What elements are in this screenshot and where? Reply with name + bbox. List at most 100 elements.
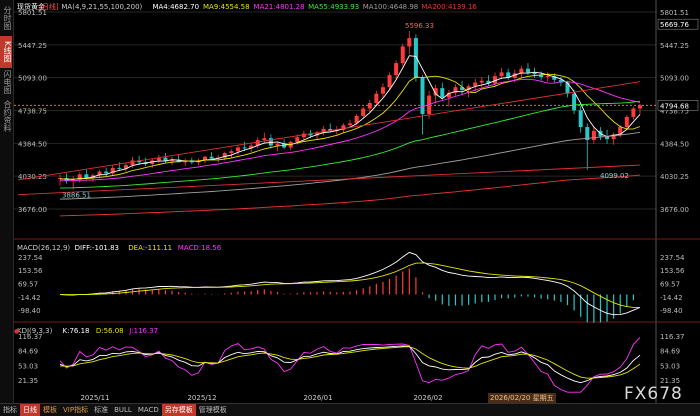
candle-body-63 <box>473 82 478 87</box>
candle-body-78 <box>572 93 577 111</box>
candle-body-40 <box>321 128 326 133</box>
left-tab-1[interactable]: K线图 <box>0 36 12 68</box>
ma9-line <box>59 73 641 180</box>
candle-body-17 <box>170 159 175 162</box>
candle-body-36 <box>295 137 300 142</box>
kdj-header-1: K:76.18 <box>63 327 90 335</box>
kdj-tick-left-2: 53.03 <box>18 362 38 370</box>
candle-body-77 <box>565 82 570 94</box>
bottom-tab-3[interactable]: VIP指标 <box>63 406 89 414</box>
bottom-tab-4[interactable]: 标准 <box>94 406 109 414</box>
macd-header-3: MACD:18.56 <box>178 244 222 252</box>
header-item-1: [日线] <box>39 2 59 11</box>
bottom-tab-0[interactable]: 指标 <box>3 406 17 414</box>
bottom-tab-6[interactable]: MACD <box>137 406 159 414</box>
header-item-0: 现货黄金 <box>17 2 45 11</box>
candle-body-6 <box>97 171 102 176</box>
kdj-tick-left-1: 84.69 <box>18 348 38 356</box>
macd-diff-line <box>59 251 641 316</box>
bottom-tab-2[interactable]: 模板 <box>43 406 57 414</box>
candle-body-32 <box>268 138 273 146</box>
candle-body-49 <box>380 87 385 94</box>
bottom-tab-5[interactable]: BULL <box>114 406 132 414</box>
x-axis-label-1: 2025/12 <box>187 394 216 402</box>
candle-body-7 <box>104 171 109 174</box>
candle-body-4 <box>84 174 89 179</box>
kdj-marker-icon: ● <box>14 328 19 335</box>
header-item-7: MA100:4648.98 <box>363 3 419 11</box>
candle-body-3 <box>77 174 82 180</box>
candle-body-66 <box>493 76 497 84</box>
lower-trendline <box>17 164 641 196</box>
macd-tick-1: 153.56 <box>660 267 685 275</box>
price-tick-left-4: 4384.50 <box>18 140 47 148</box>
price-tick-2: 5093.00 <box>660 75 689 83</box>
candle-body-14 <box>150 160 155 165</box>
kdj-header-3: J:116.37 <box>128 327 158 335</box>
price-tick-left-6: 3676.00 <box>18 206 47 214</box>
candle-body-88 <box>638 105 642 109</box>
price-tag-box-0 <box>657 18 699 30</box>
kdj-tick-0: 116.37 <box>660 333 685 341</box>
ma200-line <box>59 174 641 217</box>
candle-body-79 <box>578 110 583 128</box>
candle-body-8 <box>110 167 115 174</box>
candle-body-62 <box>466 86 471 90</box>
candle-body-52 <box>400 46 405 64</box>
chart-canvas[interactable]: 现货黄金[日线] MA(4,9,21,55,100,200) MA4:4682.70… <box>0 0 700 403</box>
candle-body-11 <box>130 160 135 166</box>
candle-body-50 <box>387 75 392 88</box>
price-tick-left-0: 5801.51 <box>18 9 47 17</box>
candle-body-67 <box>499 72 504 77</box>
macd-tick-3: -14.42 <box>660 294 683 302</box>
candle-body-39 <box>315 132 320 136</box>
macd-tick-0: 237.54 <box>660 254 685 262</box>
candle-body-86 <box>624 116 629 128</box>
price-tick-0: 5801.51 <box>660 9 689 17</box>
candle-body-9 <box>117 167 122 169</box>
bottom-toolbar: 指标 日线 模板 VIP指标 标准 BULL MACD 另存模板 管理模板 <box>0 403 700 416</box>
kdj-d-line <box>59 346 641 379</box>
fx678-watermark: FX678 <box>624 384 683 404</box>
candle-body-74 <box>545 76 550 78</box>
candle-body-65 <box>486 80 491 84</box>
candle-body-72 <box>532 72 537 75</box>
candle-body-30 <box>255 140 260 146</box>
candle-body-45 <box>354 115 359 124</box>
kdj-tick-left-0: 116.37 <box>18 333 43 341</box>
x-axis-label-2: 2026/01 <box>303 394 332 402</box>
candle-body-41 <box>328 128 333 131</box>
candle-body-27 <box>235 147 240 152</box>
candle-body-19 <box>183 160 188 163</box>
left-tab-3[interactable]: 合约资料 <box>3 100 12 132</box>
candle-body-55 <box>420 77 425 115</box>
left-view-tabs: 分时图 K线图闪电图合约资料 <box>0 0 14 403</box>
header-item-2: MA(4,9,21,55,100,200) <box>61 3 142 11</box>
macd-tick-left-4: -98.40 <box>18 307 41 315</box>
candle-body-48 <box>374 93 379 103</box>
bottom-tab-1[interactable]: 日线 <box>20 404 40 416</box>
bottom-tab-7[interactable]: 另存模板 <box>161 404 196 416</box>
price-tag-1: 4794.68 <box>660 102 689 110</box>
candle-body-80 <box>585 127 590 141</box>
candle-body-44 <box>348 123 352 126</box>
price-tag-0: 5669.76 <box>660 21 689 29</box>
price-tick-4: 4384.50 <box>660 140 689 148</box>
bottom-tab-8[interactable]: 管理模板 <box>198 406 227 414</box>
header-item-8: MA200:4139.16 <box>421 3 477 11</box>
candle-body-28 <box>242 147 247 149</box>
kdj-tick-1: 84.69 <box>660 348 680 356</box>
macd-header-1: DIFF:-101.83 <box>75 244 119 252</box>
candle-body-70 <box>519 68 524 74</box>
header-item-4: MA9:4554.58 <box>203 3 250 11</box>
price-tick-left-1: 5447.25 <box>18 42 47 50</box>
kdj-header-2: D:56.08 <box>96 327 124 335</box>
low-annotation-1: 3886.51 <box>62 191 91 199</box>
left-tab-0[interactable]: 分时图 <box>3 6 12 30</box>
cursor-date-label: 2026/02/20 星期五 <box>488 393 556 403</box>
high-annotation: 5596.33 <box>405 22 434 30</box>
kdj-header-0: KDJ(9,3,3) <box>17 327 53 335</box>
candle-body-69 <box>512 73 517 78</box>
candle-body-15 <box>156 157 161 161</box>
left-tab-2[interactable]: 闪电图 <box>3 70 12 94</box>
